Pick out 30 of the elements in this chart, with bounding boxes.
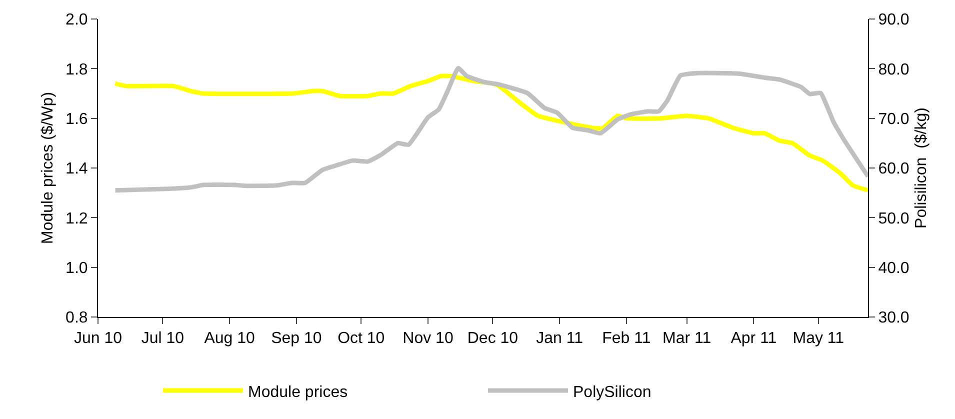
x-tick-label: Oct 10 xyxy=(338,330,385,348)
x-tick-label: May 11 xyxy=(792,330,844,348)
x-tick-label: Jul 10 xyxy=(141,330,184,348)
y-tick-label: 1.8 xyxy=(66,61,88,78)
y-axis-title: Module prices ($/Wp) xyxy=(39,92,56,244)
x-tick-label: Jun 10 xyxy=(74,330,122,348)
x-tick-label: Dec 10 xyxy=(467,330,518,348)
x-tick-label: Jan 11 xyxy=(536,330,584,348)
y-tick-label: 0.8 xyxy=(66,310,88,327)
x-tick-label: Feb 11 xyxy=(602,330,651,348)
y2-tick-label: 80.0 xyxy=(878,61,910,78)
legend-label: Module prices xyxy=(248,384,348,401)
y2-tick-label: 30.0 xyxy=(878,310,910,327)
y-tick-label: 1.0 xyxy=(66,260,88,277)
x-tick-label: Mar 11 xyxy=(662,330,712,348)
y-tick-label: 2.0 xyxy=(66,12,88,29)
y2-tick-label: 60.0 xyxy=(878,160,910,178)
legend-label: PolySilicon xyxy=(573,384,652,401)
y-tick-label: 1.6 xyxy=(66,110,88,128)
y2-tick-label: 50.0 xyxy=(878,210,910,228)
y2-tick-label: 70.0 xyxy=(878,110,910,128)
y-tick-label: 1.4 xyxy=(66,160,88,178)
x-tick-label: Apr 11 xyxy=(730,330,777,348)
y-tick-label: 1.2 xyxy=(66,210,88,228)
y2-tick-label: 90.0 xyxy=(878,12,910,29)
y2-tick-label: 40.0 xyxy=(878,260,910,277)
y2-axis-title: Polisilicon ($/kg) xyxy=(913,108,930,228)
x-tick-label: Aug 10 xyxy=(204,330,256,348)
x-tick-label: Nov 10 xyxy=(402,330,454,348)
x-tick-label: Sep 10 xyxy=(271,330,322,348)
